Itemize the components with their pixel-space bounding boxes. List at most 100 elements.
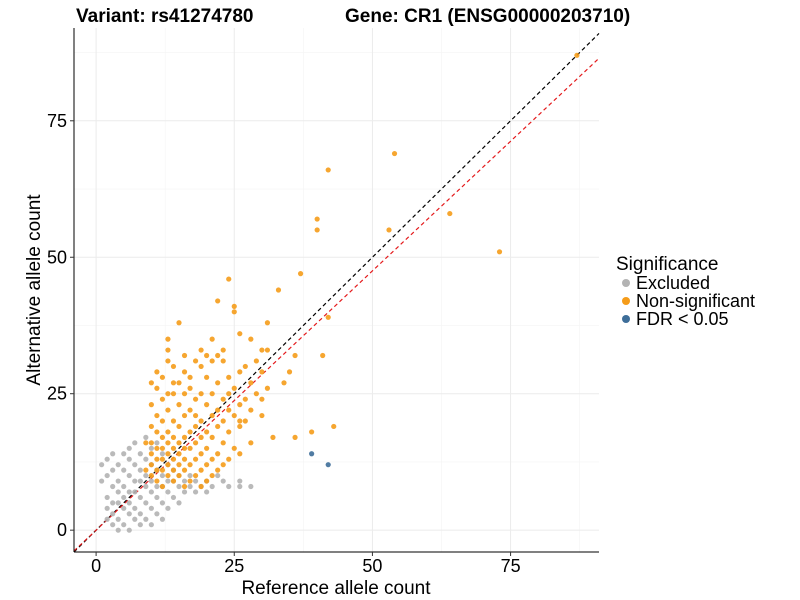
data-point <box>159 516 166 522</box>
data-point <box>325 314 331 320</box>
data-point <box>170 418 177 424</box>
data-point <box>104 505 110 511</box>
data-point <box>297 271 304 277</box>
data-point <box>176 320 182 326</box>
data-point <box>126 527 132 533</box>
data-point <box>154 445 160 451</box>
data-point <box>237 451 243 457</box>
data-point <box>154 385 160 391</box>
data-point <box>187 462 193 468</box>
data-point <box>198 483 204 490</box>
data-point <box>170 434 177 440</box>
data-point <box>176 472 182 479</box>
data-point <box>121 494 127 501</box>
data-point <box>248 483 254 490</box>
data-point <box>226 456 232 462</box>
data-point <box>237 423 243 430</box>
data-point <box>126 445 132 451</box>
data-point <box>104 494 110 501</box>
data-point <box>104 516 110 522</box>
title-gene: Gene: CR1 (ENSG00000203710) <box>345 6 630 27</box>
data-point <box>198 363 204 370</box>
data-point <box>143 434 149 440</box>
data-point <box>187 445 193 451</box>
data-point <box>242 418 248 424</box>
data-point <box>181 369 188 375</box>
data-point <box>220 478 226 484</box>
data-point <box>204 374 210 380</box>
x-tick-label: 50 <box>362 556 382 576</box>
data-point <box>215 467 221 473</box>
data-point <box>143 516 149 522</box>
data-point <box>165 451 171 457</box>
data-point <box>148 472 154 479</box>
data-point <box>159 483 166 490</box>
data-point <box>176 462 182 468</box>
data-point <box>132 462 138 468</box>
data-point <box>215 423 221 430</box>
data-point <box>148 423 154 430</box>
data-point <box>132 516 138 522</box>
data-point <box>192 472 199 479</box>
y-tick-label: 0 <box>57 520 67 540</box>
data-point <box>231 445 237 451</box>
data-point <box>154 440 160 446</box>
legend-key <box>622 315 630 323</box>
data-point <box>154 412 160 419</box>
data-point <box>248 407 254 413</box>
data-point <box>121 483 127 490</box>
data-point <box>154 483 160 490</box>
x-axis-title: Reference allele count <box>241 578 431 599</box>
data-point <box>215 407 221 413</box>
data-point <box>121 451 127 457</box>
data-point <box>226 276 232 282</box>
data-point <box>176 500 182 506</box>
data-point <box>226 429 232 435</box>
data-point <box>231 303 237 309</box>
data-point <box>143 483 149 490</box>
data-point <box>165 462 171 468</box>
data-point <box>198 418 204 424</box>
data-point <box>99 478 105 484</box>
legend: Significance ExcludedNon-significantFDR … <box>616 254 755 329</box>
data-point <box>237 478 243 484</box>
data-point <box>209 358 215 364</box>
data-point <box>192 478 199 484</box>
data-point <box>165 472 171 479</box>
data-point <box>148 462 154 468</box>
data-point <box>165 407 171 413</box>
data-point <box>148 402 154 408</box>
data-point <box>264 385 271 391</box>
data-point <box>215 298 221 304</box>
data-point <box>331 423 337 430</box>
data-point <box>226 483 232 490</box>
data-point <box>176 423 182 430</box>
data-point <box>242 396 248 402</box>
data-point <box>110 483 116 490</box>
data-point <box>176 402 182 408</box>
data-point <box>159 434 166 440</box>
data-point <box>220 358 226 364</box>
data-point <box>181 467 188 473</box>
data-point <box>220 440 226 446</box>
data-point <box>237 369 243 375</box>
data-point <box>132 505 138 511</box>
data-point <box>159 374 166 380</box>
grid <box>74 28 599 552</box>
data-point <box>137 467 143 473</box>
data-point <box>148 445 154 451</box>
data-point <box>231 385 237 391</box>
data-point <box>215 451 221 457</box>
data-point <box>104 456 110 462</box>
data-point <box>181 391 188 397</box>
data-point <box>215 472 221 479</box>
data-point <box>137 478 143 484</box>
data-point <box>386 227 392 233</box>
data-point <box>110 500 116 506</box>
data-point <box>126 500 132 506</box>
data-point <box>148 380 154 386</box>
data-point <box>187 478 193 484</box>
data-point <box>181 483 188 490</box>
data-point <box>181 478 188 484</box>
data-point <box>170 478 177 484</box>
